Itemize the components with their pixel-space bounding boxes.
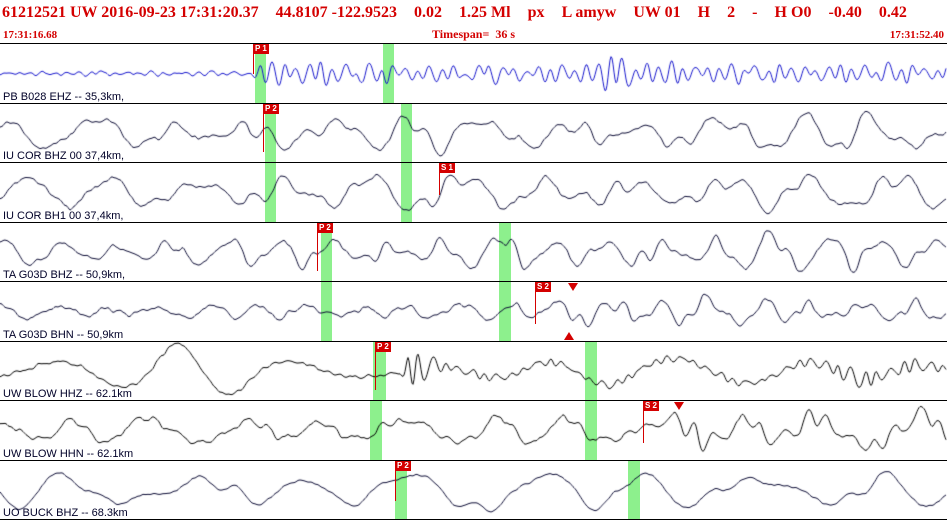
pick-line	[253, 44, 254, 74]
pick-line	[375, 341, 376, 390]
pick-flag[interactable]: P 2	[263, 103, 279, 114]
seismogram-trace[interactable]	[0, 163, 947, 222]
seismogram-trace[interactable]	[0, 282, 947, 341]
pick-flag-label: S 1	[441, 163, 454, 172]
pick-flag-label: S 2	[645, 401, 658, 410]
network-field: UW 01	[633, 4, 681, 21]
station-label: IU COR BHZ 00 37,4km,	[3, 150, 125, 162]
pick-line	[535, 282, 536, 324]
pick-flag[interactable]: S 1	[439, 163, 456, 173]
analyst-field: L amyw	[561, 4, 617, 21]
pick-line	[395, 460, 396, 501]
pick-flag[interactable]: S 2	[535, 282, 552, 292]
epicenter-field: 44.8107 -122.9523	[275, 4, 397, 21]
time-window-bar: 17:31:16.68 Timespan= 36 s 17:31:52.40	[0, 26, 947, 43]
event-id-field: 61212521 UW 2016-09-23 17:31:20.37	[2, 4, 259, 21]
amplitude-marker-down-icon	[674, 402, 684, 410]
seismogram-trace[interactable]	[0, 401, 947, 460]
pick-flag-label: P 1	[255, 44, 267, 53]
residual-field: 0.42	[878, 4, 907, 21]
waveform-panel-uw-blow-hhn: S 2 UW BLOW HHN -- 62.1km	[0, 401, 947, 461]
event-summary-bar: 61212521 UW 2016-09-23 17:31:20.37 44.81…	[0, 0, 947, 26]
pick-line	[263, 103, 264, 152]
pick-flag-label: S 2	[537, 282, 550, 291]
station-label: TA G03D BHZ -- 50,9km,	[3, 269, 126, 281]
waveform-panel-iu-cor-bhz: P 2 IU COR BHZ 00 37,4km,	[0, 103, 947, 163]
magnitude-field: 1.25 Ml	[459, 4, 511, 21]
seismogram-trace[interactable]	[0, 460, 947, 520]
station-label: UW BLOW HHN -- 62.1km	[3, 447, 134, 460]
waveform-panel-iu-cor-bh1: S 1 IU COR BH1 00 37,4km,	[0, 163, 947, 223]
pick-flag-label: P 2	[397, 460, 409, 470]
pick-flag-label: P 2	[265, 103, 277, 113]
pick-flag[interactable]: P 2	[375, 341, 391, 352]
seismogram-trace[interactable]	[0, 103, 947, 163]
amplitude-marker-up-icon	[564, 331, 574, 340]
waveform-panel-uw-blow-hhz: P 2 UW BLOW HHZ -- 62.1km	[0, 341, 947, 401]
station-label: UO BUCK BHZ -- 68.3km	[3, 507, 128, 519]
amplitude-marker-down-icon	[568, 283, 578, 291]
pick-flag[interactable]: P 2	[395, 460, 411, 471]
header-field: H O0	[774, 4, 812, 21]
pick-line	[643, 401, 644, 443]
pick-flag-label: P 2	[377, 341, 389, 351]
window-start-time: 17:31:16.68	[3, 28, 58, 41]
residual-field: -0.40	[828, 4, 862, 21]
station-label: PB B028 EHZ -- 35,3km,	[3, 90, 125, 103]
timespan-label: Timespan= 36 s	[432, 27, 515, 41]
station-label: TA G03D BHN -- 50,9km	[3, 328, 124, 341]
header-field: 2	[727, 4, 736, 21]
pick-flag[interactable]: P 1	[253, 44, 269, 54]
station-label: IU COR BH1 00 37,4km,	[3, 209, 124, 222]
waveform-panel-ta-g03d-bhn: S 2 TA G03D BHN -- 50,9km	[0, 282, 947, 342]
waveform-panel-pb-b028-ehz: P 1 PB B028 EHZ -- 35,3km,	[0, 44, 947, 104]
header-field: H	[697, 4, 711, 21]
pick-flag[interactable]: S 2	[643, 401, 660, 411]
waveform-panel-stack: P 1 PB B028 EHZ -- 35,3km, P 2 IU COR BH…	[0, 43, 947, 520]
station-label: UW BLOW HHZ -- 62.1km	[3, 388, 132, 400]
depth-field: 0.02	[414, 4, 442, 21]
pick-flag[interactable]: P 2	[317, 222, 333, 233]
pick-line	[317, 222, 318, 271]
pick-line	[439, 163, 440, 195]
waveform-panel-ta-g03d-bhz: P 2 TA G03D BHZ -- 50,9km,	[0, 222, 947, 282]
seismogram-trace[interactable]	[0, 44, 947, 103]
waveform-panel-uo-buck-bhz: P 2 UO BUCK BHZ -- 68.3km	[0, 460, 947, 520]
seismogram-trace[interactable]	[0, 222, 947, 282]
pick-flag-label: P 2	[319, 222, 331, 232]
status-field: px	[527, 4, 545, 21]
window-end-time: 17:31:52.40	[889, 28, 944, 41]
seismogram-trace[interactable]	[0, 341, 947, 401]
header-field: -	[752, 4, 758, 21]
